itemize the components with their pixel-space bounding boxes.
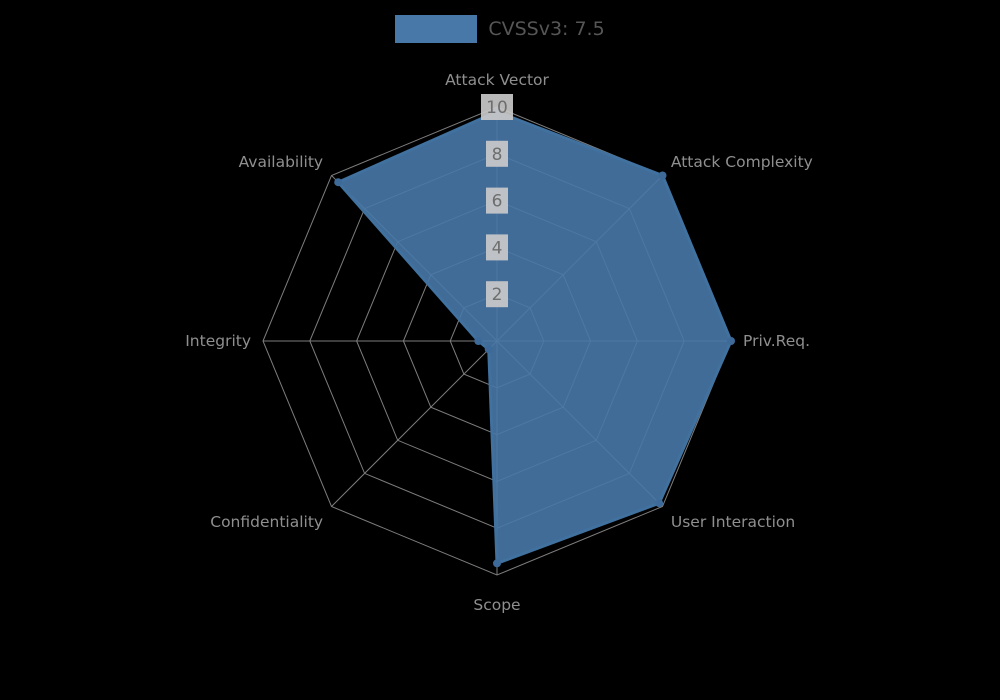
tick-backdrop [486, 281, 508, 308]
series-point [334, 178, 343, 187]
axis-label-confidentiality: Confidentiality [210, 513, 323, 531]
series-point [484, 345, 493, 354]
series-point [655, 499, 664, 508]
series-polygon [336, 110, 733, 565]
tick-backdrop [486, 140, 508, 167]
series-point [727, 337, 735, 345]
axis-label-priv-req-: Priv.Req. [743, 332, 810, 350]
tick-backdrop [486, 234, 508, 261]
series-point [493, 559, 501, 568]
tick-backdrop [481, 94, 513, 120]
axis-label-user-interaction: User Interaction [671, 513, 795, 531]
tick-backdrop [486, 187, 508, 214]
axis-label-integrity: Integrity [185, 332, 251, 350]
legend-label: CVSSv3: 7.5 [488, 18, 605, 40]
chart-legend[interactable]: CVSSv3: 7.5 [0, 15, 1000, 43]
tick-label: 10 [486, 98, 508, 118]
tick-label: 6 [492, 192, 503, 212]
series-point [474, 337, 483, 345]
tick-label: 8 [492, 145, 503, 165]
axis-label-availability: Availability [239, 153, 324, 171]
series-point [658, 171, 667, 180]
axis-label-attack-complexity: Attack Complexity [671, 153, 813, 171]
legend-swatch [395, 15, 478, 43]
axis-label-attack-vector: Attack Vector [445, 71, 549, 89]
grid-spoke [331, 340, 498, 507]
tick-label: 2 [492, 285, 503, 305]
axis-label-scope: Scope [473, 596, 520, 614]
tick-label: 4 [492, 238, 503, 258]
